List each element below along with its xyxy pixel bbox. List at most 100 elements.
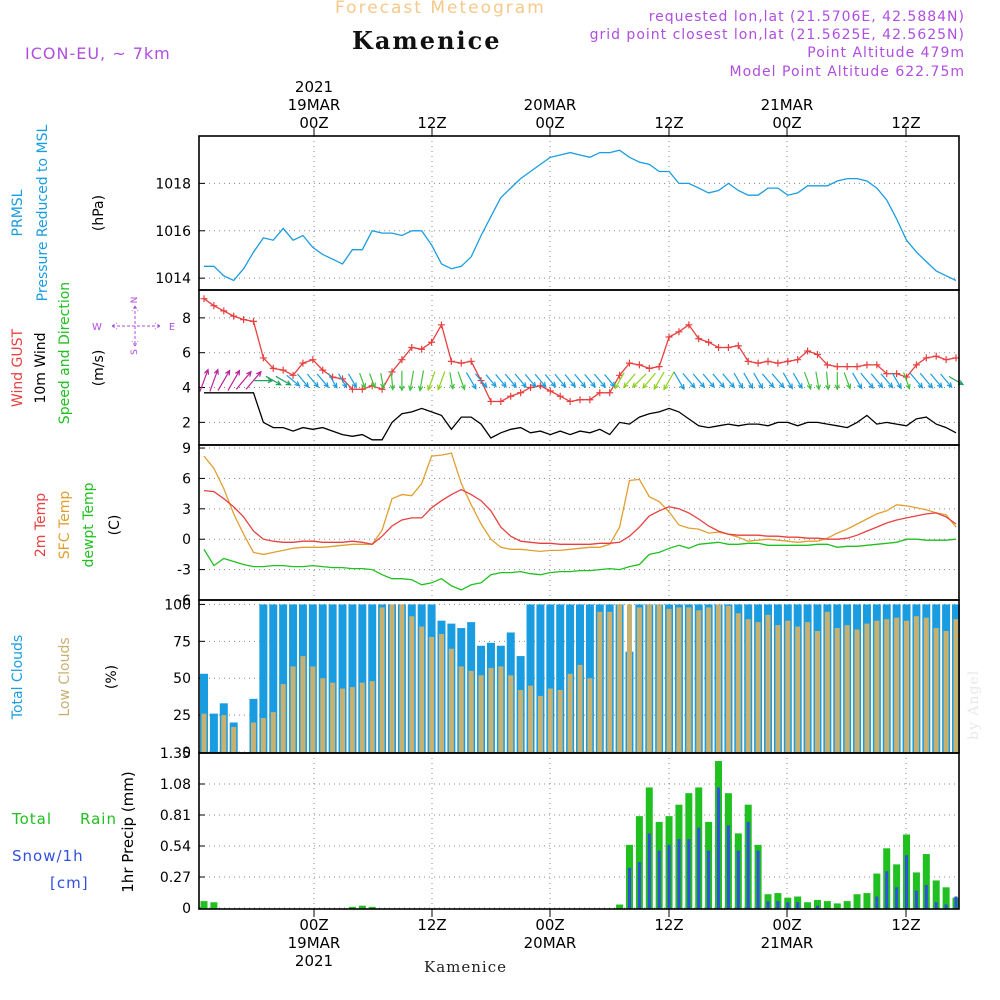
gust-marker: [833, 363, 841, 371]
precip-unit-label: 1hr Precip (mm): [119, 771, 137, 892]
cloud-bar-low: [706, 607, 712, 753]
wind-arrow: [940, 373, 953, 389]
wind-arrow: [753, 372, 764, 390]
wind-arrow: [891, 372, 902, 390]
time-label-bottom: 12Z: [891, 916, 920, 934]
wind-arrow: [564, 374, 577, 388]
gust-marker: [319, 366, 327, 374]
dewpt-label: dewpt Temp: [81, 482, 97, 567]
cloud-bar-low: [250, 722, 256, 753]
time-label-top: 00Z: [535, 114, 564, 132]
cloud-bar-low: [716, 604, 722, 753]
precip-bar-total: [853, 894, 861, 909]
cloud-bar-low: [478, 675, 484, 753]
wind-arrow: [803, 371, 812, 391]
cloud-bar-low: [923, 617, 929, 753]
t2m-temp-line: [203, 488, 957, 545]
precip-bar-total: [843, 901, 851, 909]
y-tick-label: 50: [173, 671, 191, 687]
cloud-bar-low: [369, 681, 375, 753]
gust-marker: [249, 317, 257, 325]
cloud-bar-total: [269, 604, 278, 753]
cloud-bar-low: [824, 611, 830, 753]
wind-arrow: [474, 373, 488, 389]
wind-arrow: [682, 373, 696, 389]
cloud-bar-low: [775, 625, 781, 753]
sfc-temp-line: [203, 452, 957, 556]
cloud-bar-low: [498, 666, 504, 753]
point-altitude: Point Altitude 479m: [807, 45, 965, 61]
cloud-bar-low: [913, 616, 919, 753]
cloud-bar-low: [656, 604, 662, 753]
gust-marker: [507, 392, 515, 400]
cloud-bar-low: [458, 666, 464, 753]
wind-arrow: [457, 371, 466, 391]
wind-arrow: [544, 374, 557, 388]
cloud-bar-low: [448, 648, 454, 753]
precip-bar-total: [774, 893, 782, 909]
wind-arrow: [692, 373, 706, 389]
cloud-bar-total: [348, 604, 357, 753]
gust-marker: [586, 396, 594, 404]
wind-arrow: [514, 373, 527, 389]
total-cloud-label: Total Clouds: [10, 635, 26, 720]
wind-arrow: [631, 373, 647, 389]
wind-arrow: [217, 369, 231, 391]
wind-arrow: [722, 373, 735, 389]
time-label-bottom: 12Z: [417, 916, 446, 934]
cloud-bar-total: [279, 604, 288, 753]
cloud-bar-low: [735, 613, 741, 753]
cloud-bar-low: [785, 620, 791, 753]
compass-s: S: [130, 349, 140, 355]
y-tick-label: 9: [182, 441, 191, 457]
gust-marker: [764, 357, 772, 365]
time-label-bottom: 12Z: [654, 916, 683, 934]
gust-marker: [358, 385, 366, 393]
wind-arrow: [930, 373, 943, 389]
cloud-bar-low: [725, 605, 731, 753]
precip-bar-total: [210, 902, 218, 909]
gust-marker: [606, 389, 614, 397]
y-tick-label: -6: [177, 593, 191, 609]
cloud-bar-low: [943, 630, 949, 753]
cloud-bar-total: [526, 604, 535, 753]
gust-marker: [922, 354, 930, 362]
y-tick-label: 8: [182, 311, 191, 327]
time-label-top: 12Z: [654, 114, 683, 132]
y-tick-label: 3: [182, 502, 191, 518]
gust-marker: [794, 356, 802, 364]
cloud-bar-low: [468, 670, 474, 753]
precip-legend-snow: Snow/1h: [12, 847, 84, 865]
chart-title: Forecast Meteogram: [335, 0, 546, 18]
wind-arrow: [815, 371, 821, 391]
precip-bar-total: [348, 906, 356, 909]
year-label-top: 2021: [295, 78, 333, 96]
cloud-bar-low: [340, 688, 346, 753]
wind-arrow: [465, 372, 477, 390]
wind-arrow: [919, 372, 934, 389]
footer-station: Kamenice: [424, 958, 507, 976]
temp-unit: (C): [107, 515, 123, 536]
y-tick-label: 1016: [155, 224, 191, 240]
cloud-bar-low: [617, 604, 623, 753]
compass-arrows: [111, 305, 161, 347]
y-tick-label: 1018: [155, 176, 191, 192]
gust-marker: [457, 359, 465, 367]
dewpt-temp-line: [203, 538, 957, 591]
gust-marker: [418, 345, 426, 353]
cloud-bar-low: [834, 628, 840, 753]
precip-bar-total: [873, 873, 881, 909]
gust-marker: [566, 397, 574, 405]
precip-bar-snow: [875, 896, 879, 909]
cloud-bar-low: [231, 726, 237, 753]
gust-marker: [269, 364, 277, 372]
time-label-top: 12Z: [891, 114, 920, 132]
wind-arrow: [909, 373, 924, 389]
pressure-unit: (hPa): [91, 195, 107, 231]
precip-bar-snow: [717, 787, 721, 909]
cloud-bar-low: [795, 626, 801, 753]
cloud-bar-low: [389, 604, 395, 753]
precip-bar-snow: [657, 850, 661, 909]
cloud-bar-total: [556, 604, 565, 753]
cloud-bar-low: [814, 630, 820, 753]
